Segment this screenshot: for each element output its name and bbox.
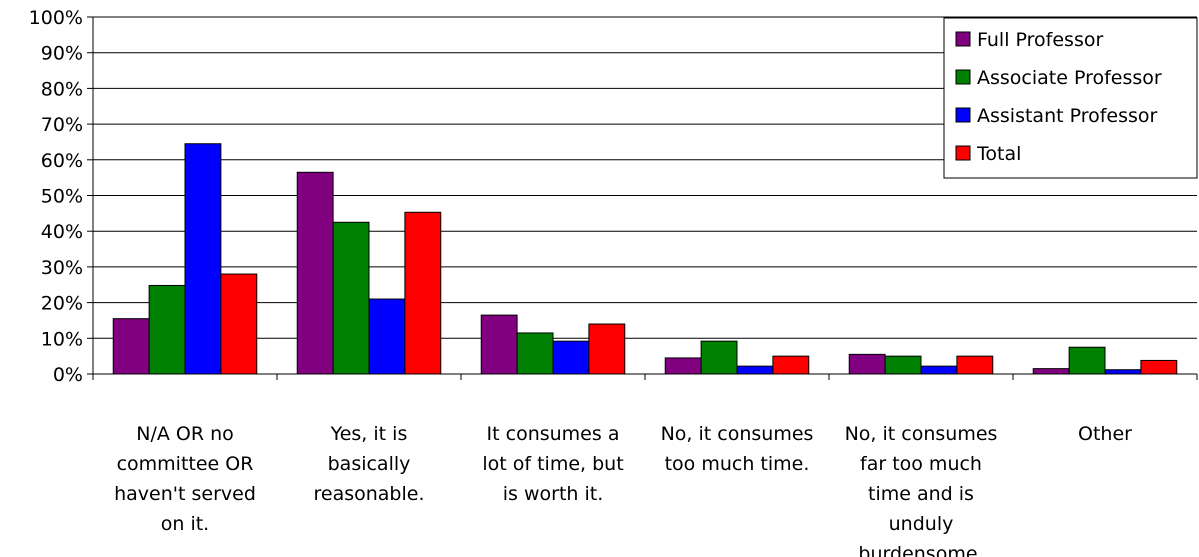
bar [588,323,626,375]
x-tick-label: Yes, it is basically reasonable. [313,423,424,505]
bar [920,365,958,375]
y-tick-label: 40% [41,221,83,243]
legend-label: Associate Professor [977,67,1162,89]
bar [332,221,370,375]
bar [112,318,150,375]
x-tick-label-line: time and is [868,483,974,505]
x-tick-label-line: on it. [161,513,209,535]
x-tick-label: No, it consumes far too much time and is un… [845,423,998,557]
x-tick-label: N/A OR no committee OR haven't served on it… [114,423,256,535]
x-tick-label-line: No, it consumes [661,423,814,445]
bar [736,365,774,375]
bar [664,357,702,375]
legend-swatch [955,31,971,47]
x-tick-label-line: haven't served [114,483,256,505]
y-tick-label: 90% [41,43,83,65]
x-axis: N/A OR no committee OR haven't served on it… [92,373,1198,557]
x-tick-label-line: far too much [860,453,982,475]
x-tick-label-line: basically [328,453,411,475]
bar [148,284,186,375]
x-tick-label-line: No, it consumes [845,423,998,445]
bar [480,314,518,375]
y-tick-label: 20% [41,293,83,315]
x-tick-label-line: committee OR [117,453,254,475]
bar [1032,368,1070,375]
x-tick-label: It consumes a lot of time, but is worth it… [482,423,623,505]
x-tick-label-line: burdensome. [858,543,983,557]
y-axis: 0% 10% 20% 30% 40% 50% 60% 70% 80% 90% 100% [29,7,94,386]
bar [404,211,442,375]
bar [1104,369,1142,375]
x-tick-label-line: is worth it. [503,483,604,505]
bar [552,340,590,375]
bar [848,353,886,375]
x-tick-label-line: N/A OR no [136,423,234,445]
y-tick-label: 0% [53,364,83,386]
y-tick-label: 80% [41,78,83,100]
bar [368,298,406,375]
bar [956,355,994,375]
bar [1140,359,1178,375]
legend: Full Professor Associate Professor Assista… [943,17,1198,179]
x-tick-label-line: too much time. [665,453,810,475]
x-tick-label-line: Yes, it is [330,423,408,445]
bars [112,143,1178,375]
x-tick-label-line: lot of time, but [482,453,623,475]
x-tick-label: Other [1078,423,1132,445]
x-tick-label-line: unduly [889,513,954,535]
bar [1068,346,1106,375]
y-tick-label: 10% [41,328,83,350]
legend-label: Assistant Professor [977,105,1158,127]
bar [884,355,922,375]
legend-box [943,17,1198,179]
bar [296,171,334,375]
y-tick-label: 70% [41,114,83,136]
bar [700,340,738,375]
x-tick-label: No, it consumes too much time. [661,423,814,475]
x-tick-label-line: Other [1078,423,1132,445]
y-tick-label: 60% [41,150,83,172]
y-tick-label: 100% [29,7,83,29]
y-tick-label: 50% [41,186,83,208]
legend-label: Full Professor [977,29,1103,51]
y-tick-label: 30% [41,257,83,279]
legend-swatch [955,145,971,161]
bar [772,355,810,375]
x-tick-label-line: It consumes a [487,423,620,445]
grid-lines [93,16,1197,339]
x-tick-label-line: reasonable. [313,483,424,505]
bar [220,273,258,375]
bar [184,143,222,375]
bar [516,332,554,375]
legend-label: Total [976,143,1021,165]
legend-swatch [955,107,971,123]
legend-swatch [955,69,971,85]
